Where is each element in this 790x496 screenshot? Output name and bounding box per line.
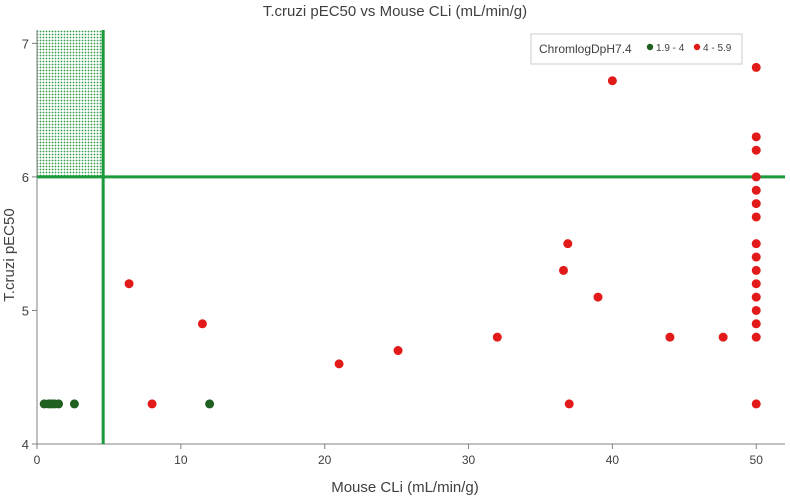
data-point-series-2 xyxy=(751,172,761,182)
data-point-series-1 xyxy=(69,399,79,409)
chart-title: T.cruzi pEC50 vs Mouse CLi (mL/min/g) xyxy=(263,3,527,20)
y-tick-label: 6 xyxy=(22,170,29,185)
legend-title: ChromlogDpH7.4 xyxy=(539,42,632,56)
data-point-series-2 xyxy=(751,185,761,195)
target-region xyxy=(37,30,104,177)
legend-marker-series-1 xyxy=(646,43,654,51)
y-axis-label: T.cruzi pEC50 xyxy=(1,208,18,301)
data-point-series-2 xyxy=(751,319,761,329)
data-point-series-2 xyxy=(751,132,761,142)
data-point-series-2 xyxy=(751,212,761,222)
data-point-series-2 xyxy=(558,265,568,275)
data-point-series-2 xyxy=(124,279,134,289)
data-point-series-2 xyxy=(393,346,403,356)
data-point-series-2 xyxy=(718,332,728,342)
x-tick-label: 0 xyxy=(34,453,41,467)
y-tick-label: 5 xyxy=(22,303,29,318)
x-axis-label: Mouse CLi (mL/min/g) xyxy=(331,479,479,496)
data-point-series-2 xyxy=(751,305,761,315)
y-tick-label: 4 xyxy=(22,437,29,452)
threshold-lines xyxy=(37,30,785,444)
data-point-series-2 xyxy=(751,279,761,289)
y-tick-label: 7 xyxy=(22,36,29,51)
data-points xyxy=(39,62,761,409)
data-point-series-2 xyxy=(751,145,761,155)
axes: 0 10 20 30 40 50 4 5 6 7 xyxy=(22,30,785,467)
data-point-series-2 xyxy=(751,332,761,342)
x-tick-label: 40 xyxy=(606,453,620,467)
legend-label-series-2: 4 - 5.9 xyxy=(703,43,732,54)
target-region-layer xyxy=(37,30,104,177)
data-point-series-2 xyxy=(751,399,761,409)
legend: ChromlogDpH7.4 1.9 - 4 4 - 5.9 xyxy=(530,33,743,65)
data-point-series-2 xyxy=(563,239,573,249)
data-point-series-2 xyxy=(492,332,502,342)
x-tick-label: 30 xyxy=(462,453,476,467)
data-point-series-2 xyxy=(751,292,761,302)
data-point-series-2 xyxy=(665,332,675,342)
data-point-series-2 xyxy=(751,252,761,262)
data-point-series-1 xyxy=(54,399,64,409)
data-point-series-2 xyxy=(751,265,761,275)
x-tick-label: 50 xyxy=(750,453,764,467)
data-point-series-1 xyxy=(205,399,215,409)
data-point-series-2 xyxy=(334,359,344,369)
data-point-series-2 xyxy=(147,399,157,409)
x-tick-label: 10 xyxy=(174,453,188,467)
data-point-series-2 xyxy=(751,239,761,249)
data-point-series-2 xyxy=(751,62,761,72)
legend-marker-series-2 xyxy=(693,43,701,51)
legend-box xyxy=(530,33,743,65)
data-point-series-2 xyxy=(564,399,574,409)
data-point-series-2 xyxy=(607,76,617,86)
legend-label-series-1: 1.9 - 4 xyxy=(656,43,685,54)
data-point-series-2 xyxy=(593,292,603,302)
data-point-series-2 xyxy=(197,319,207,329)
data-point-series-2 xyxy=(751,199,761,209)
x-tick-label: 20 xyxy=(318,453,332,467)
